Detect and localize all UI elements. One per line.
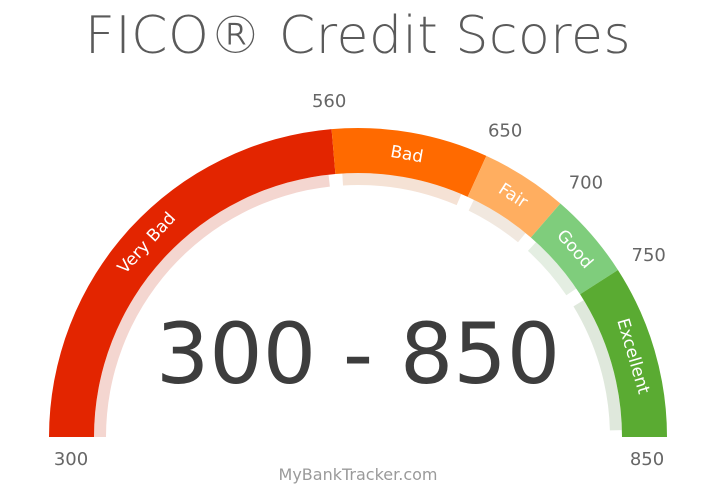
tick-label-750: 750 [632,245,666,266]
tick-label-300: 300 [54,449,88,470]
gauge-shadow-very-bad [94,174,330,437]
gauge-shadow-fair [468,199,526,243]
gauge-shadow-excellent [573,300,622,431]
gauge-segment-fair [467,155,561,238]
gauge-shadow-good [527,242,577,296]
gauge-shadow-layer [94,173,622,437]
source-footer: MyBankTracker.com [278,465,438,484]
page-title: FICO® Credit Scores [84,6,632,66]
tick-label-650: 650 [488,120,522,141]
tick-label-850: 850 [630,449,664,470]
gauge-segment-bad [331,127,487,197]
tick-label-560: 560 [312,91,346,112]
gauge-segment-very-bad [49,129,336,438]
score-range-label: 300 - 850 [156,305,560,403]
gauge-segment-excellent [580,269,667,437]
gauge-segment-good [530,203,618,295]
gauge-shadow-bad [342,173,462,206]
gauge-arc-layer [49,127,667,438]
gauge-tick-layer: 300 560 650 700 750 850 [54,91,666,470]
tick-label-700: 700 [569,172,603,193]
